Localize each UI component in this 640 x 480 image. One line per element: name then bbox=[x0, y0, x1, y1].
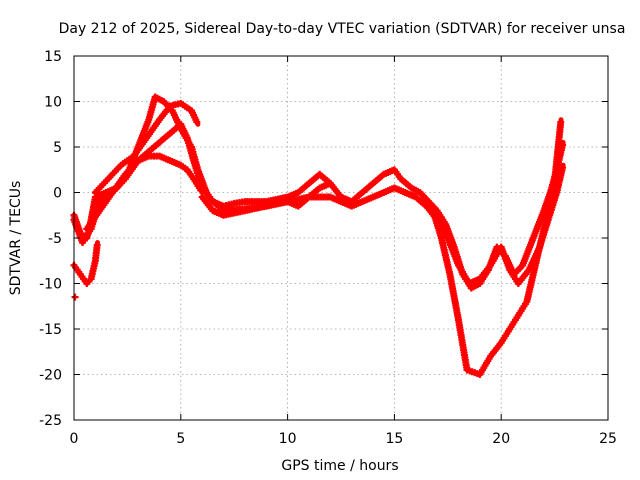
y-tick-label: 15 bbox=[44, 49, 62, 65]
x-tick-label: 25 bbox=[599, 431, 617, 447]
y-tick-label: 5 bbox=[53, 140, 62, 156]
y-tick-label: -20 bbox=[39, 368, 62, 384]
series-track-5 bbox=[70, 240, 101, 287]
x-tick-label: 5 bbox=[176, 431, 185, 447]
data-point bbox=[559, 164, 567, 172]
x-tick-label: 10 bbox=[279, 431, 297, 447]
data-series bbox=[70, 93, 567, 378]
y-axis-label: SDTVAR / TECUs bbox=[8, 181, 24, 296]
x-tick-label: 0 bbox=[70, 431, 79, 447]
data-point bbox=[197, 186, 205, 194]
x-axis-label: GPS time / hours bbox=[281, 458, 398, 474]
data-point bbox=[324, 180, 332, 188]
series-track-6 bbox=[429, 117, 565, 378]
y-tick-label: -5 bbox=[48, 231, 62, 247]
chart-title: Day 212 of 2025, Sidereal Day-to-day VTE… bbox=[59, 21, 626, 37]
y-tick-label: -15 bbox=[39, 322, 62, 338]
x-tick-label: 20 bbox=[492, 431, 510, 447]
y-tick-label: 0 bbox=[53, 186, 62, 202]
series-track-3 bbox=[91, 99, 201, 196]
series-track-7 bbox=[198, 180, 333, 219]
data-point bbox=[193, 118, 201, 126]
outlier-point bbox=[71, 293, 79, 301]
data-point bbox=[93, 241, 101, 249]
x-tick-label: 15 bbox=[385, 431, 403, 447]
y-tick-label: -10 bbox=[39, 277, 62, 293]
axis-ticks: 0 5 10 15 20 25 -25 -20 -15 -10 -5 0 5 10 15 bbox=[39, 49, 617, 447]
series-track-4 bbox=[83, 152, 205, 233]
series-track-2 bbox=[70, 120, 567, 287]
data-point bbox=[557, 118, 565, 126]
y-tick-label: -25 bbox=[39, 413, 62, 429]
y-tick-label: 10 bbox=[44, 95, 62, 111]
